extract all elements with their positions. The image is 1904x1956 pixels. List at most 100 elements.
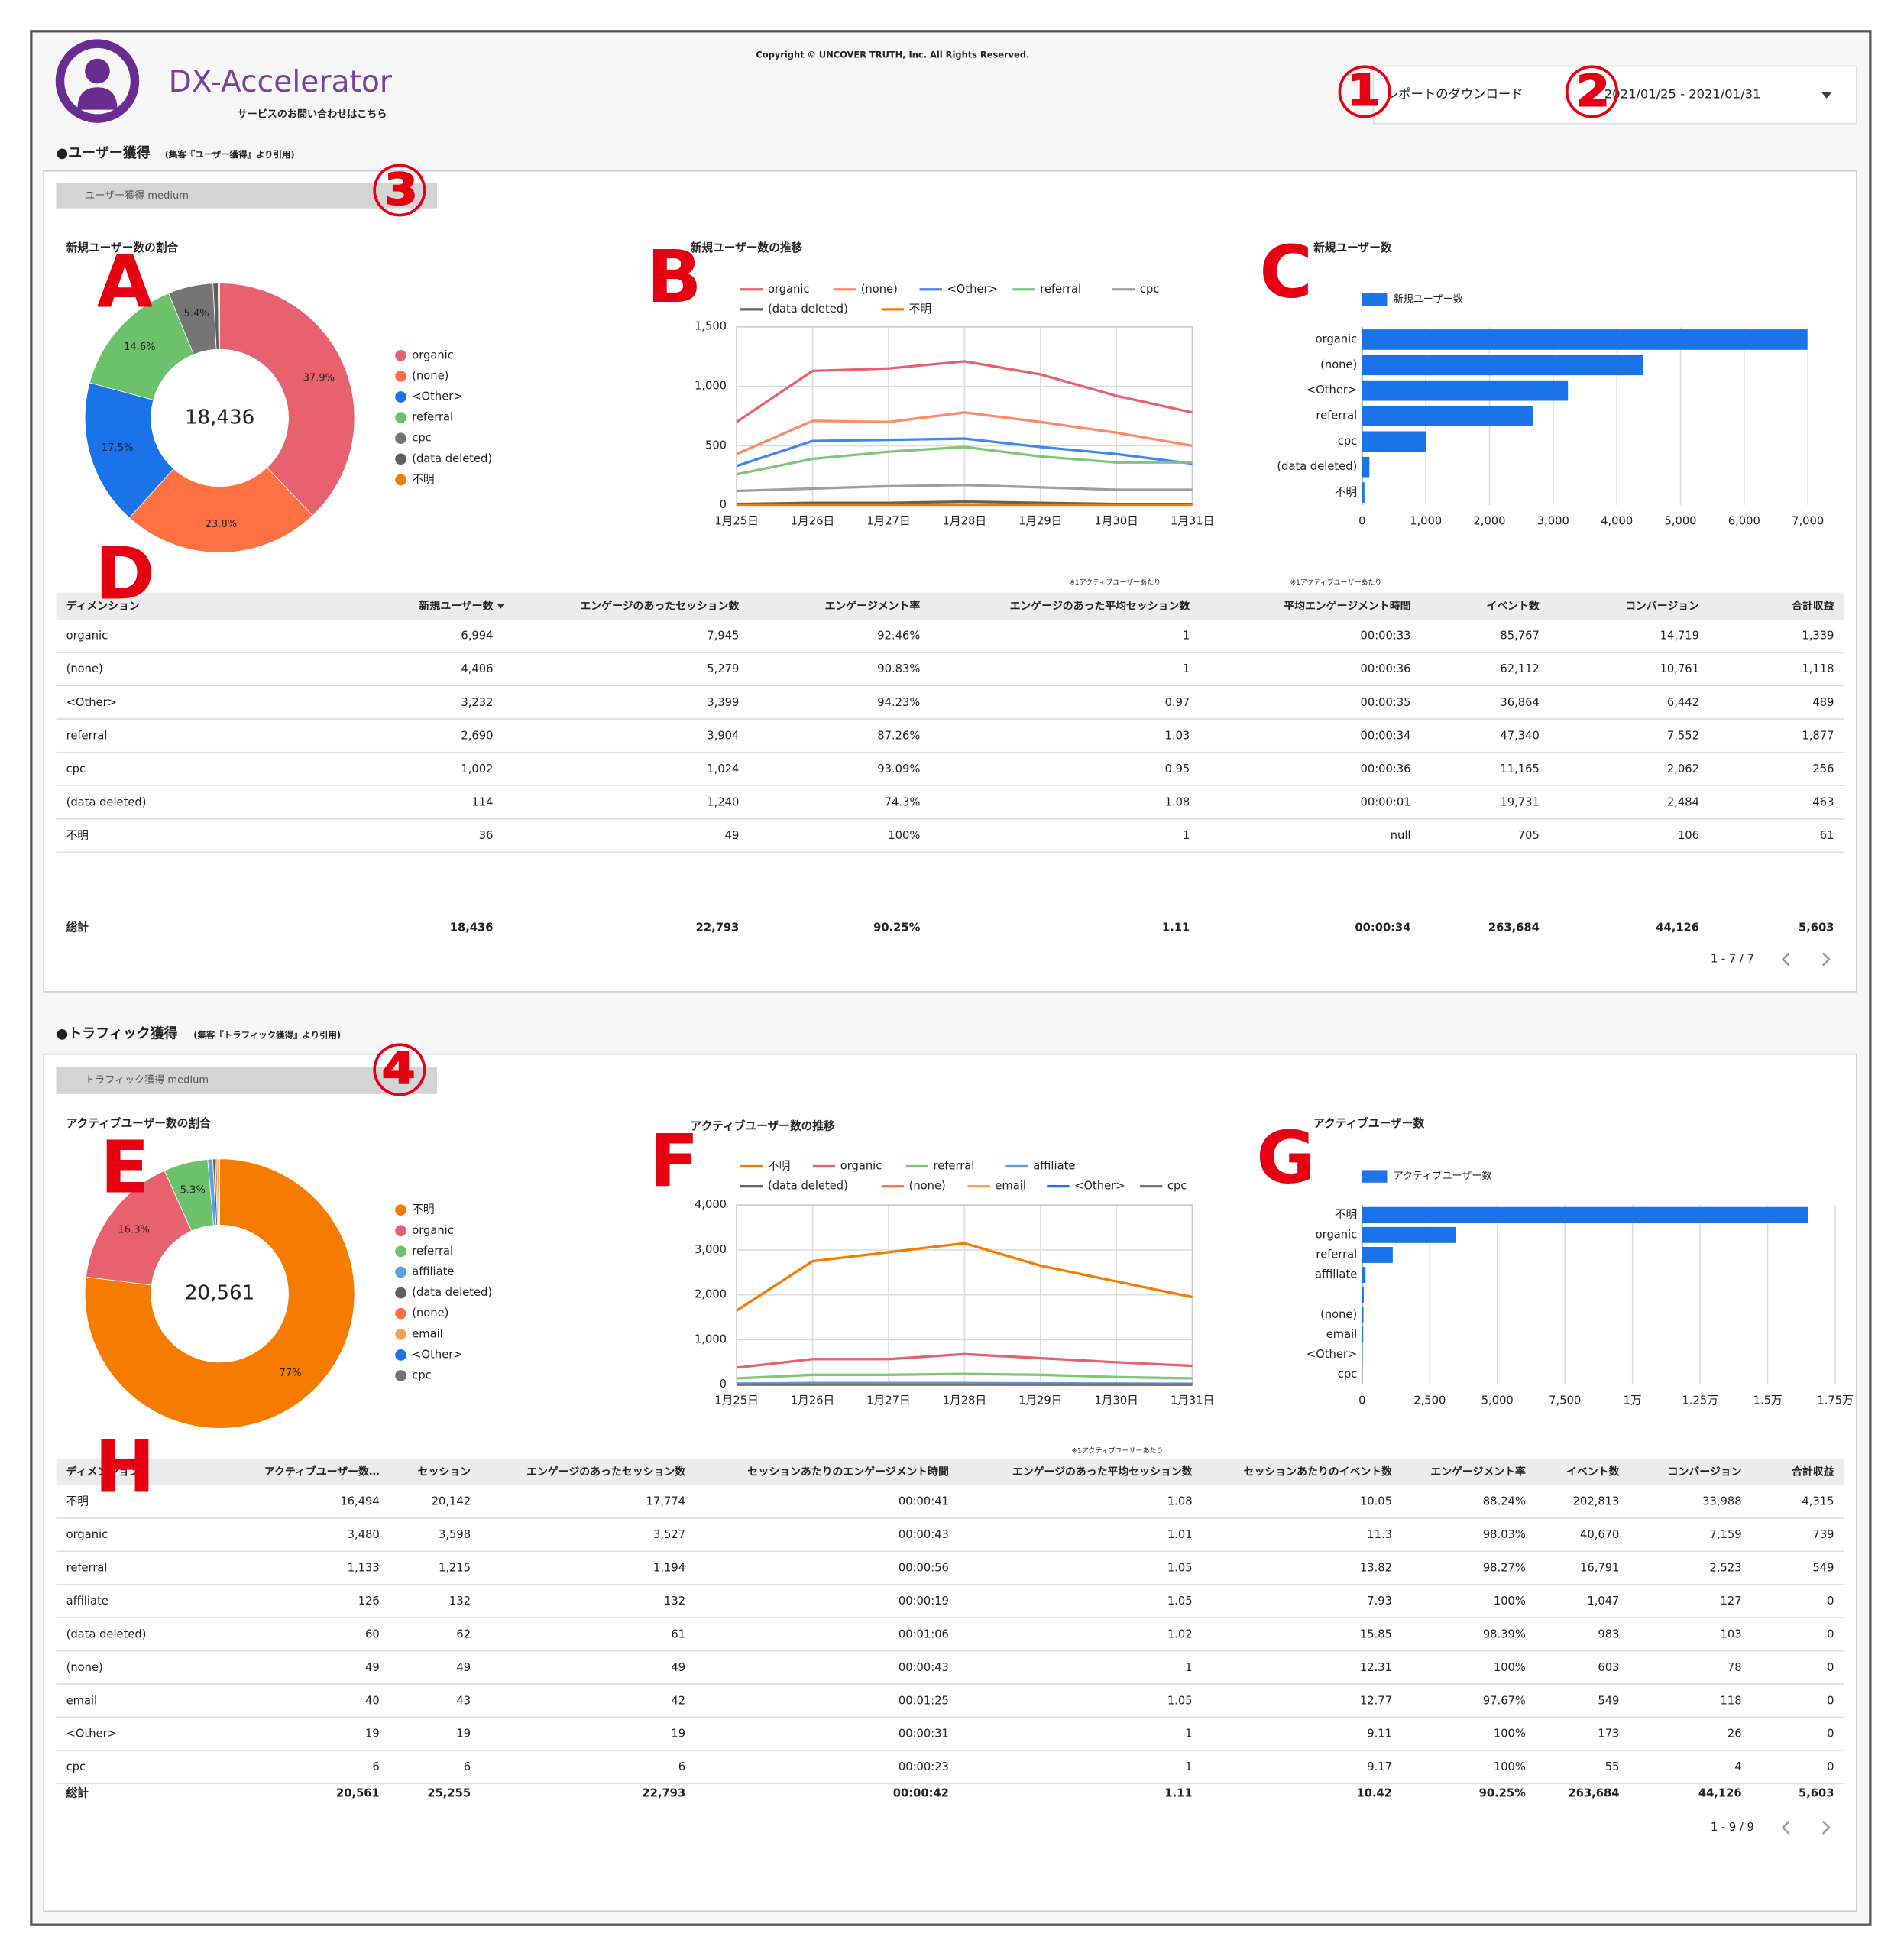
- total-cell: 5,603: [1799, 921, 1834, 934]
- legend-swatch: [395, 1266, 406, 1278]
- table-cell: 00:00:41: [899, 1495, 949, 1508]
- table-cell: 1,133: [348, 1562, 380, 1575]
- table-cell: 100%: [1494, 1760, 1526, 1773]
- x-tick-label: 1.75万: [1817, 1394, 1853, 1407]
- sort-indicator[interactable]: [497, 604, 505, 609]
- table-cell: 12.77: [1360, 1694, 1392, 1707]
- dropdown-arrow[interactable]: [1821, 92, 1832, 99]
- column-header[interactable]: セッションあたりのエンゲージメント時間: [747, 1465, 948, 1478]
- table-cell: 1,118: [1802, 662, 1834, 675]
- prev-page[interactable]: [1781, 952, 1790, 967]
- column-header[interactable]: ディメンション: [66, 1465, 140, 1478]
- legend-swatch: [1362, 293, 1388, 306]
- total-cell: 44,126: [1656, 921, 1699, 934]
- column-header[interactable]: アクティブユーザー数…: [264, 1465, 380, 1478]
- table-cell: <Other>: [66, 696, 117, 709]
- table-cell: 3,904: [707, 729, 739, 742]
- table-cell: 1,240: [707, 796, 739, 809]
- bar: [1362, 1226, 1456, 1243]
- y-tick-label: referral: [1316, 1248, 1357, 1261]
- table-cell: 100%: [1494, 1595, 1526, 1608]
- total-cell: 22,793: [642, 1787, 685, 1800]
- legend-swatch: [395, 391, 406, 403]
- column-header[interactable]: セッション: [418, 1466, 471, 1478]
- table-cell: 103: [1721, 1627, 1742, 1640]
- section-title: ●トラフィック獲得: [57, 1025, 178, 1041]
- filter-label: トラフィック獲得 medium: [85, 1074, 209, 1086]
- column-header[interactable]: エンゲージのあった平均セッション数: [1010, 599, 1190, 612]
- column-header[interactable]: エンゲージのあった平均セッション数: [1012, 1465, 1193, 1478]
- table-cell: 15.85: [1360, 1627, 1392, 1640]
- bar: [1362, 1206, 1808, 1223]
- column-header[interactable]: エンゲージのあったセッション数: [580, 599, 739, 612]
- column-header[interactable]: エンゲージメント率: [1430, 1465, 1526, 1478]
- legend-label: 不明: [909, 303, 931, 316]
- contact-link[interactable]: サービスのお問い合わせはこちら: [238, 108, 387, 121]
- y-tick-label: (data deleted): [1277, 460, 1357, 473]
- legend-label: cpc: [412, 432, 431, 445]
- table-cell: 36,864: [1500, 696, 1539, 709]
- table-cell: 603: [1598, 1661, 1619, 1674]
- column-header[interactable]: ディメンション: [66, 599, 140, 612]
- x-tick-label: 7,500: [1549, 1394, 1581, 1407]
- x-tick-label: 1.5万: [1753, 1394, 1783, 1407]
- bar: [1362, 380, 1569, 401]
- legend-label: cpc: [412, 1368, 431, 1381]
- column-header[interactable]: 合計収益: [1792, 599, 1834, 612]
- column-header[interactable]: イベント数: [1486, 599, 1540, 612]
- legend-label: <Other>: [1074, 1180, 1125, 1193]
- prev-page[interactable]: [1781, 1820, 1790, 1835]
- y-tick-label: 4,000: [695, 1198, 727, 1211]
- legend-label: <Other>: [412, 390, 462, 403]
- legend-swatch: [395, 1328, 406, 1340]
- download-button[interactable]: レポートのダウンロード: [1386, 87, 1524, 102]
- pie-slice: [84, 382, 174, 519]
- table-cell: 489: [1812, 696, 1834, 709]
- column-header[interactable]: 合計収益: [1792, 1465, 1834, 1478]
- y-tick-label: (none): [1320, 1308, 1357, 1321]
- next-page[interactable]: [1821, 1820, 1831, 1835]
- slice-label: 77%: [280, 1368, 302, 1379]
- total-cell: 10.42: [1357, 1787, 1392, 1800]
- legend-label: (none): [909, 1180, 946, 1193]
- table-cell: 00:00:34: [1361, 729, 1411, 742]
- table-cell: 19: [671, 1728, 685, 1741]
- table-cell: 0: [1827, 1694, 1834, 1707]
- table-cell: (data deleted): [66, 1627, 147, 1640]
- table-cell: 549: [1812, 1562, 1834, 1575]
- table-cell: 106: [1678, 829, 1699, 842]
- x-tick-label: 1月31日: [1171, 1394, 1214, 1407]
- column-header[interactable]: イベント数: [1566, 1465, 1620, 1478]
- bar: [1362, 431, 1426, 452]
- legend-swatch: [395, 1349, 406, 1361]
- x-tick-label: 1月27日: [866, 514, 910, 527]
- y-tick-label: 不明: [1335, 1208, 1357, 1221]
- column-header[interactable]: コンバージョン: [1625, 600, 1699, 612]
- legend-swatch: [395, 349, 406, 361]
- table-cell: 49: [365, 1661, 380, 1674]
- next-page[interactable]: [1821, 952, 1831, 967]
- table-cell: 26: [1728, 1728, 1742, 1741]
- column-header[interactable]: セッションあたりのイベント数: [1244, 1465, 1392, 1478]
- column-header[interactable]: コンバージョン: [1668, 1466, 1742, 1478]
- legend-label: referral: [412, 411, 453, 424]
- column-header[interactable]: 平均エンゲージメント時間: [1284, 599, 1410, 612]
- legend-label: cpc: [1167, 1180, 1187, 1193]
- x-tick-label: 1月25日: [714, 514, 758, 527]
- total-cell: 5,603: [1799, 1787, 1834, 1800]
- filter-control[interactable]: [56, 1066, 437, 1094]
- x-tick-label: 0: [1358, 514, 1365, 527]
- pie-center-total: 20,561: [185, 1282, 254, 1305]
- table-cell: 1: [1183, 630, 1190, 643]
- table-cell: 0: [1827, 1627, 1834, 1640]
- table-cell: 00:00:33: [1361, 630, 1411, 643]
- column-header[interactable]: 新規ユーザー数: [419, 599, 494, 612]
- pagination: 1 - 7 / 7: [1711, 953, 1754, 966]
- table-cell: 1.08: [1167, 1495, 1193, 1508]
- column-header[interactable]: エンゲージのあったセッション数: [526, 1465, 685, 1478]
- filter-control[interactable]: [56, 183, 437, 209]
- date-range[interactable]: 2021/01/25 - 2021/01/31: [1604, 87, 1761, 102]
- table-cell: organic: [66, 630, 108, 643]
- column-header[interactable]: エンゲージメント率: [825, 599, 921, 612]
